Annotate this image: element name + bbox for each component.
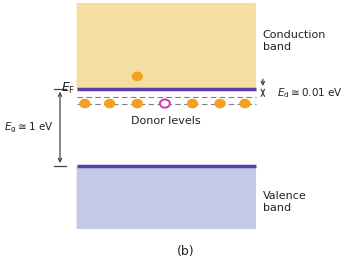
- Text: Donor levels: Donor levels: [132, 116, 201, 126]
- Text: $E_{\mathrm{F}}$: $E_{\mathrm{F}}$: [61, 81, 75, 96]
- Text: $E_{\mathrm{g}} \cong 1$ eV: $E_{\mathrm{g}} \cong 1$ eV: [3, 120, 53, 134]
- Text: Valence
band: Valence band: [263, 191, 306, 213]
- Polygon shape: [76, 166, 256, 238]
- Text: Conduction
band: Conduction band: [263, 31, 326, 52]
- Circle shape: [80, 99, 90, 108]
- Circle shape: [132, 72, 142, 81]
- Circle shape: [132, 99, 142, 108]
- Circle shape: [215, 99, 225, 108]
- Circle shape: [187, 99, 198, 108]
- Circle shape: [105, 99, 114, 108]
- Polygon shape: [76, 0, 256, 89]
- Circle shape: [160, 99, 170, 108]
- Text: (b): (b): [177, 245, 194, 258]
- Circle shape: [240, 99, 250, 108]
- Text: $E_{\mathrm{d}} \cong 0.01$ eV: $E_{\mathrm{d}} \cong 0.01$ eV: [277, 86, 343, 100]
